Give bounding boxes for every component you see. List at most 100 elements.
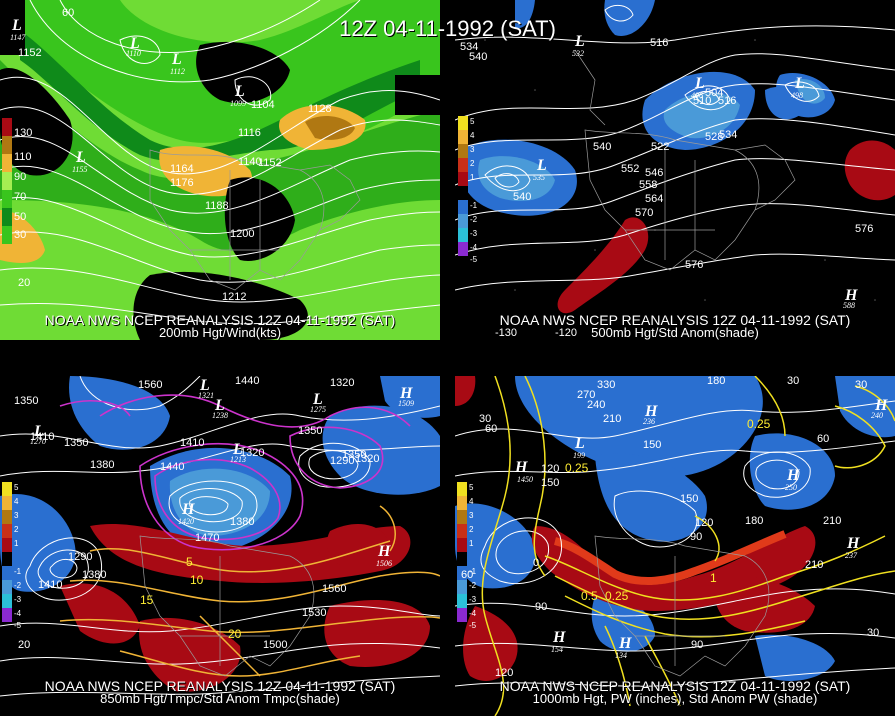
contour-label: 1560: [322, 583, 346, 595]
contour-label: 1350: [342, 449, 366, 461]
contour-label: 150: [643, 439, 661, 451]
center-letter: L: [574, 435, 585, 452]
center-letter: L: [75, 149, 86, 166]
cb200-label: 130: [14, 127, 32, 139]
contour-label: 534: [460, 41, 478, 53]
contour-label: 1152: [258, 157, 282, 169]
center-letter: L: [199, 377, 210, 394]
edge-label: -120: [555, 327, 577, 339]
map-500mb: 5 4 3 2 1 -1 -2 -3 -4 -5 534 540 516 504…: [455, 0, 895, 340]
contour-label: 150: [541, 477, 559, 489]
contour-label: 516: [718, 95, 736, 107]
caption-850mb-line1: NOAA NWS NCEP REANALYSIS 12Z 04-11-1992 …: [44, 678, 396, 694]
temp-label: 10: [190, 573, 204, 587]
center-letter: L: [694, 75, 705, 92]
caption-200mb-line1: NOAA NWS NCEP REANALYSIS 12Z 04-11-1992 …: [44, 312, 396, 328]
center-letter: H: [874, 397, 888, 414]
pw-label: 0.5: [581, 589, 598, 603]
center-letter: L: [794, 75, 805, 92]
temp-label: 15: [140, 593, 154, 607]
contour-label: 1116: [238, 127, 261, 139]
contour-label: 1410: [180, 437, 204, 449]
contour-label: 330: [597, 379, 615, 391]
caption-500mb-line1: NOAA NWS NCEP REANALYSIS 12Z 04-11-1992 …: [499, 312, 851, 328]
contour-label: 1320: [355, 453, 379, 465]
contour-label: 1560: [138, 379, 162, 391]
cb200-label: 110: [14, 151, 32, 163]
contour-label: 150: [680, 493, 698, 505]
contour-label: 540: [593, 141, 611, 153]
contour-label: 60: [485, 423, 497, 435]
contour-label: 210: [823, 515, 841, 527]
contour-label: 270: [577, 389, 595, 401]
contour-label: 510: [693, 95, 711, 107]
contour-label: 546: [645, 167, 663, 179]
pw-label: 0.25: [605, 589, 629, 603]
cb200-label: 30: [14, 229, 26, 241]
cb500-label: -5: [470, 255, 478, 264]
colorbar-850mb: [2, 482, 12, 622]
center-letter: L: [171, 51, 182, 68]
center-value: 1420: [178, 517, 194, 526]
cb850-label: 2: [14, 525, 19, 534]
contour-label: 558: [639, 179, 657, 191]
center-value: 1147: [10, 33, 26, 42]
cb500-label: 4: [470, 131, 475, 140]
contour-label: 1176: [170, 177, 194, 189]
cb850-label: -1: [14, 567, 22, 576]
contour-label: 1470: [195, 532, 219, 544]
cb850-label: 3: [14, 511, 19, 520]
caption-500mb-line2: 500mb Hgt/Std Anom(shade): [591, 325, 759, 340]
contour-label: 1350: [64, 437, 88, 449]
center-letter: L: [536, 157, 547, 174]
contour-label: 1380: [82, 569, 106, 581]
center-letter: L: [312, 391, 323, 408]
center-letter: H: [618, 635, 632, 652]
center-letter: L: [574, 33, 585, 50]
contour-label: 120: [695, 517, 713, 529]
center-value: 532: [572, 49, 584, 58]
center-value: 199: [573, 451, 585, 460]
contour-label: 0: [533, 557, 539, 569]
contour-label: 540: [469, 51, 487, 63]
contour-label: 30: [479, 413, 491, 425]
center-value: 240: [871, 411, 883, 420]
cb850-label: 4: [14, 497, 19, 506]
cb1000-label: 2: [469, 525, 474, 534]
contour-label: 1212: [222, 291, 246, 303]
center-value: 535: [533, 173, 545, 182]
cb500-label: -2: [470, 215, 478, 224]
center-value: 1506: [376, 559, 392, 568]
contour-label: 1140: [238, 156, 262, 168]
cb1000-label: 3: [469, 511, 474, 520]
center-letter: H: [786, 467, 800, 484]
contour-label: 120: [541, 463, 559, 475]
contour-label: 576: [685, 259, 703, 271]
edge-label: 20: [18, 639, 30, 651]
center-value: 1155: [72, 165, 87, 174]
colorbar-1000mb: [457, 482, 467, 622]
cb1000-label: 4: [469, 497, 474, 506]
cb1000-label: 1: [469, 539, 474, 548]
edge-label: 20: [18, 277, 30, 289]
cb200-label: 90: [14, 171, 26, 183]
center-letter: L: [234, 83, 245, 100]
center-value: 250: [785, 483, 797, 492]
contour-label: 1410: [38, 579, 62, 591]
panel-850mb-temp: 5 4 3 2 1 -1 -2 -3 -4 -5 1560 1440 1320 …: [0, 376, 440, 716]
contour-label: 1188: [205, 200, 229, 212]
main-title: 12Z 04-11-1992 (SAT): [339, 16, 556, 41]
temp-label: 5: [186, 555, 193, 569]
contour-label: 30: [787, 376, 799, 387]
contour-label: 90: [691, 639, 703, 651]
contour-label: 1104: [251, 99, 275, 111]
cb1000-label: -5: [469, 621, 477, 630]
panel-1000mb-pw: 5 4 3 2 1 -1 -2 -3 -4 -5 330 180 30 270 …: [455, 376, 895, 716]
contour-label: 180: [745, 515, 763, 527]
contour-label: 60: [461, 569, 473, 581]
center-letter: H: [181, 501, 195, 518]
caption-1000mb-line2: 1000mb Hgt, PW (inches), Std Anom PW (sh…: [532, 691, 818, 706]
contour-label: 90: [535, 601, 547, 613]
center-value: 1321: [198, 391, 214, 400]
center-value: 134: [615, 651, 627, 660]
